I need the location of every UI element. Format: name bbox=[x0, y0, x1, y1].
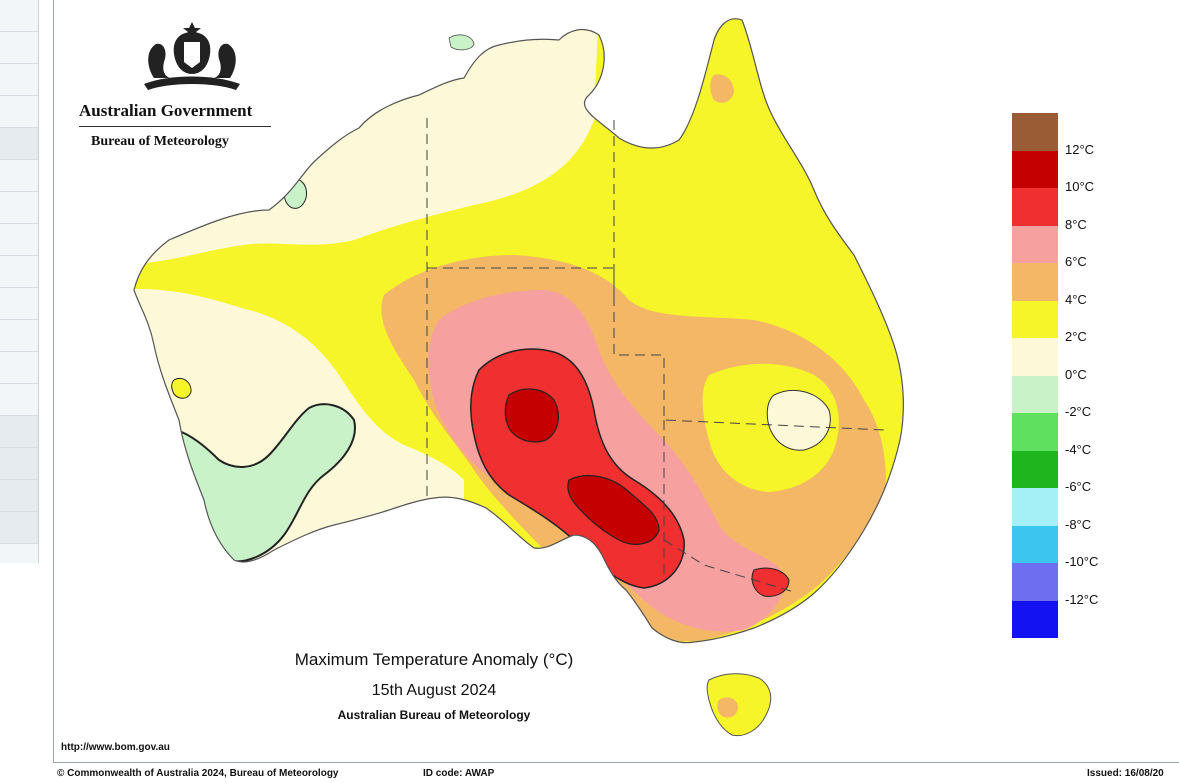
sidebar-row[interactable] bbox=[0, 512, 38, 544]
legend-label: 10°C bbox=[1065, 179, 1095, 194]
legend-swatch bbox=[1012, 525, 1058, 563]
anomaly-region-10-12-core bbox=[504, 388, 560, 443]
sidebar-row[interactable] bbox=[0, 352, 38, 384]
sidebar-row[interactable] bbox=[0, 0, 38, 32]
australia-anomaly-map bbox=[133, 18, 904, 737]
legend-label: -12°C bbox=[1065, 591, 1099, 607]
legend-label: 6°C bbox=[1065, 254, 1087, 269]
map-source: Australian Bureau of Meteorology bbox=[337, 708, 531, 722]
sidebar-row[interactable] bbox=[0, 288, 38, 320]
copyright-text: © Commonwealth of Australia 2024, Bureau… bbox=[57, 768, 339, 779]
org-title: Australian Government bbox=[79, 101, 253, 120]
sidebar-row[interactable] bbox=[0, 224, 38, 256]
legend-label: 8°C bbox=[1065, 216, 1087, 232]
temperature-anomaly-figure: Australian Government Bureau of Meteorol… bbox=[53, 0, 1179, 763]
legend-swatch bbox=[1012, 563, 1058, 601]
legend-label: -4°C bbox=[1065, 441, 1092, 457]
legend-label: -10°C bbox=[1065, 554, 1099, 569]
id-code-text: ID code: AWAP bbox=[423, 768, 495, 779]
legend-label: -8°C bbox=[1065, 516, 1092, 532]
legend-label: 12°C bbox=[1065, 141, 1095, 157]
tasmania-anomaly-4-6 bbox=[717, 697, 738, 718]
legend-swatch bbox=[1012, 338, 1058, 376]
legend-swatch bbox=[1012, 488, 1058, 526]
map-title: Maximum Temperature Anomaly (°C) bbox=[294, 650, 574, 669]
anomaly-region-4-6-coast bbox=[839, 394, 874, 480]
sidebar-row[interactable] bbox=[0, 448, 38, 480]
legend-label: 2°C bbox=[1065, 329, 1087, 344]
bom-url-link[interactable]: http://www.bom.gov.au bbox=[61, 742, 170, 753]
legend-swatch bbox=[1012, 225, 1058, 263]
anomaly-region-10-12-gulf bbox=[567, 474, 660, 545]
anomaly-region-8-10-se bbox=[751, 567, 790, 597]
left-sidebar-panel bbox=[0, 0, 39, 563]
coat-of-arms-icon bbox=[144, 22, 240, 90]
legend-label: -2°C bbox=[1065, 404, 1092, 419]
anomaly-region-4-6-cape bbox=[710, 74, 734, 103]
sidebar-row[interactable] bbox=[0, 32, 38, 64]
sidebar-row[interactable] bbox=[0, 256, 38, 288]
legend-label: 4°C bbox=[1065, 291, 1087, 307]
org-subtitle: Bureau of Meteorology bbox=[91, 134, 229, 149]
legend-swatch bbox=[1012, 188, 1058, 226]
legend-label: 0°C bbox=[1065, 366, 1087, 382]
map-date: 15th August 2024 bbox=[371, 682, 497, 699]
legend-swatch bbox=[1012, 263, 1058, 301]
legend-swatch bbox=[1012, 375, 1058, 413]
org-title-rule bbox=[79, 126, 271, 127]
sidebar-row[interactable] bbox=[0, 192, 38, 224]
sidebar-row[interactable] bbox=[0, 480, 38, 512]
legend-colorbar bbox=[1012, 113, 1058, 638]
australia-coastline bbox=[133, 18, 904, 644]
sidebar-row[interactable] bbox=[0, 320, 38, 352]
anomaly-region-2-4-sw bbox=[171, 377, 192, 399]
tasmania-region bbox=[706, 673, 772, 737]
issued-date-text: Issued: 16/08/20 bbox=[1087, 768, 1164, 779]
legend-swatch bbox=[1012, 450, 1058, 488]
legend-label: -6°C bbox=[1065, 479, 1092, 494]
legend-swatch bbox=[1012, 150, 1058, 188]
sidebar-row[interactable] bbox=[0, 384, 38, 416]
legend-swatch bbox=[1012, 113, 1058, 151]
sidebar-row[interactable] bbox=[0, 64, 38, 96]
legend-swatch bbox=[1012, 600, 1058, 638]
anomaly-region-0-2-east bbox=[766, 389, 831, 451]
legend-swatch bbox=[1012, 413, 1058, 451]
state-borders bbox=[426, 118, 885, 593]
sidebar-row[interactable] bbox=[0, 160, 38, 192]
sidebar-row[interactable] bbox=[0, 128, 38, 160]
tiwi-islands bbox=[448, 34, 475, 51]
legend-swatch bbox=[1012, 300, 1058, 338]
sidebar-row[interactable] bbox=[0, 96, 38, 128]
sidebar-row[interactable] bbox=[0, 416, 38, 448]
